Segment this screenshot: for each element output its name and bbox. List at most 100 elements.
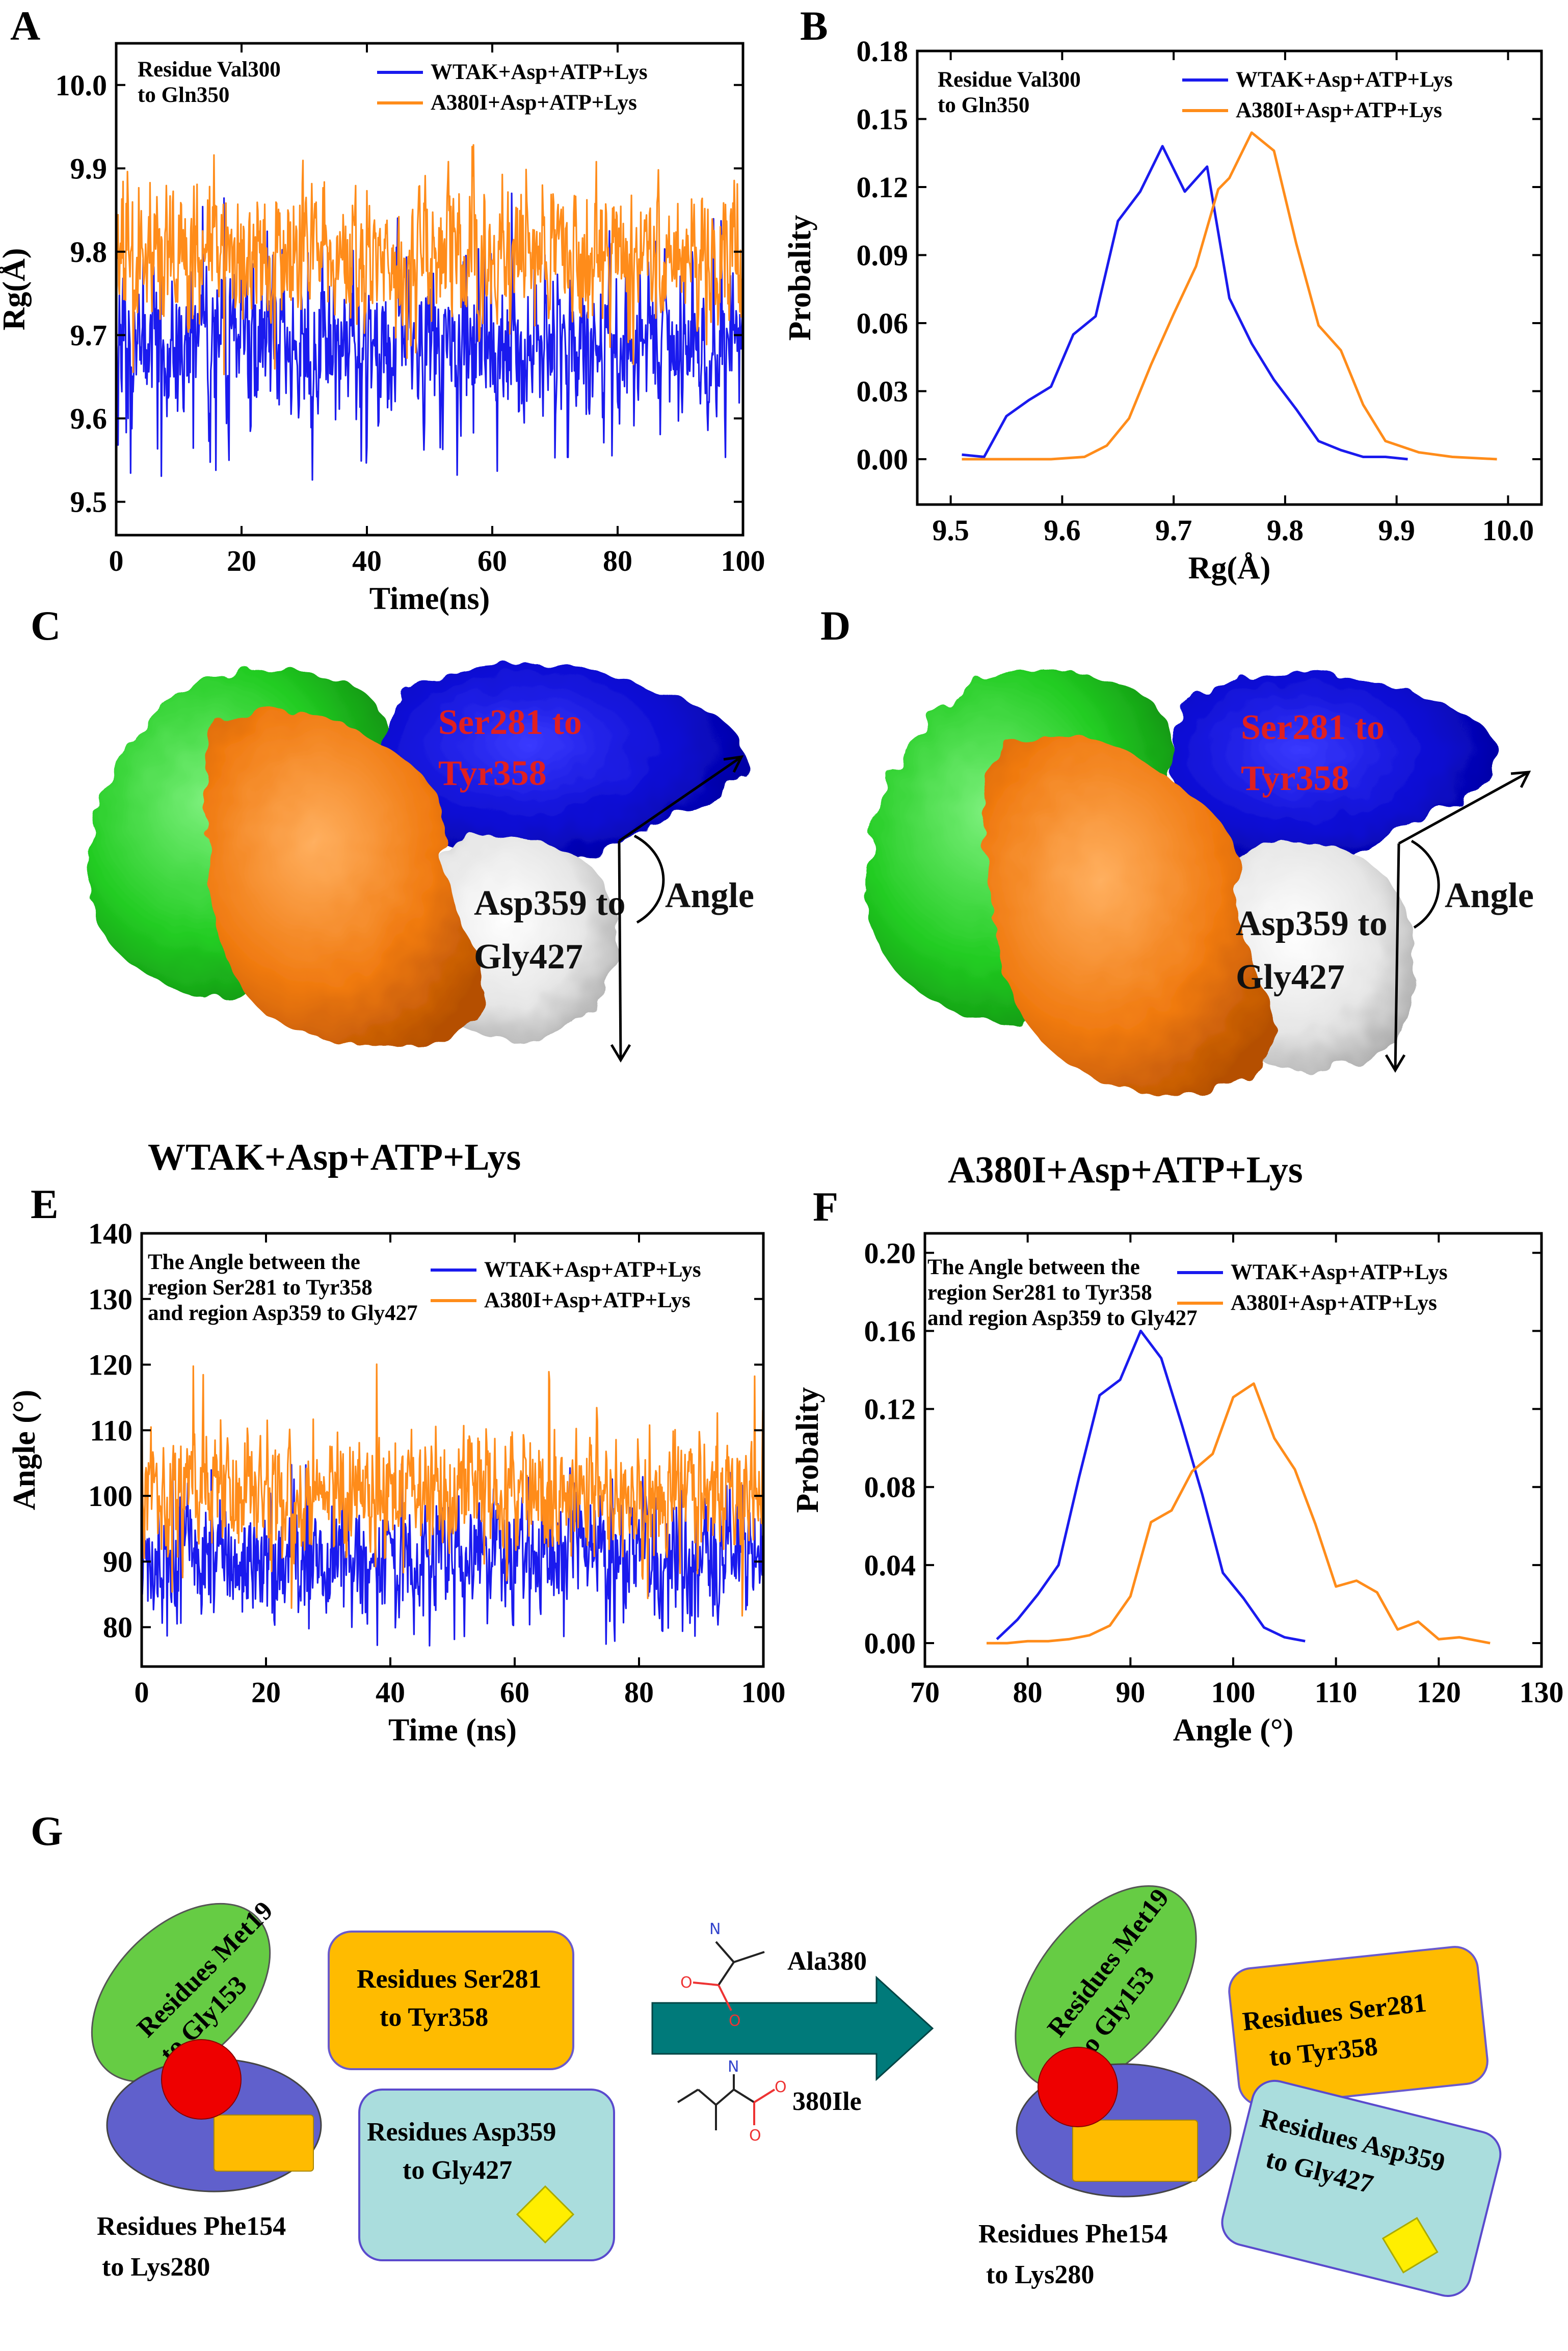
x-tick-label: 100 [741, 1676, 786, 1709]
y-tick-label: 0.00 [857, 443, 909, 476]
x-tick-label: 60 [500, 1676, 529, 1709]
annotation-line: The Angle between the [148, 1250, 360, 1274]
series-line-mut [987, 1382, 1491, 1645]
legend-label-wt: WTAK+Asp+ATP+Lys [1231, 1260, 1448, 1284]
label-asp359-c: Asp359 to [474, 884, 626, 923]
isoleucine-o1: O [775, 2078, 787, 2096]
ala380-label: Ala380 [787, 1947, 867, 1976]
series-line-mut [962, 131, 1497, 461]
label-asp359-d: Asp359 to [1236, 904, 1388, 943]
y-tick-label: 9.7 [70, 319, 108, 352]
purple-label-1: Residues Phe154 [97, 2212, 286, 2241]
plot-frame [140, 1232, 765, 1668]
y-tick-label: 120 [88, 1349, 132, 1382]
series-line-wt [962, 145, 1408, 461]
y-tick-label: 9.6 [70, 402, 108, 435]
x-tick-label: 100 [1211, 1676, 1256, 1709]
yellow-diamond [1381, 2217, 1439, 2274]
panel-letter-b: B [800, 3, 828, 49]
series-line-mut [141, 1348, 764, 1617]
x-tick-label: 20 [227, 544, 256, 577]
x-tick-label: 40 [352, 544, 382, 577]
legend-label-wt: WTAK+Asp+ATP+Lys [431, 60, 648, 84]
x-tick-label: 9.6 [1044, 514, 1081, 547]
yellow-label-1: Residues Ser281 [357, 1965, 542, 1994]
label-tyr358-d: Tyr358 [1241, 759, 1349, 798]
cyan-label-1: Residues Asp359 [367, 2118, 556, 2147]
y-tick-label: 140 [88, 1217, 132, 1250]
y-tick-label: 130 [88, 1283, 132, 1316]
chart-b: 9.5 9.6 9.7 9.8 9.9 10.0 0.00 0.03 0.06 0.09 0.12 0… [783, 35, 1543, 586]
x-tick-label: 10.0 [1482, 514, 1534, 547]
panel-letter-f: F [813, 1183, 838, 1230]
y-tick-label: 100 [88, 1480, 132, 1513]
legend-label-mut: A380I+Asp+ATP+Lys [431, 91, 637, 115]
x-tick-label: 0 [109, 544, 124, 577]
x-tick-label: 100 [721, 544, 765, 577]
blue-domain [383, 663, 746, 865]
schematic-left: Residues Met19 to Gly153 Residues Ser281… [91, 1896, 615, 2282]
angle-indicator-d [1385, 771, 1531, 1073]
y-tick-label: 110 [90, 1414, 132, 1447]
y-tick-label: 0.15 [857, 103, 909, 136]
purple-label-2: to Lys280 [102, 2253, 210, 2282]
y-tick-label: 0.04 [864, 1549, 916, 1582]
ile380-label: 380Ile [792, 2087, 862, 2116]
y-tick-label: 0.08 [864, 1471, 916, 1504]
x-axis-title: Time(ns) [369, 582, 490, 616]
y-tick-label: 9.9 [70, 152, 108, 185]
isoleucine-o2: O [749, 2127, 761, 2145]
x-axis-title: Time (ns) [388, 1713, 517, 1748]
label-tyr358-c: Tyr358 [438, 754, 547, 793]
legend-label-mut: A380I+Asp+ATP+Lys [1231, 1291, 1437, 1315]
purple-label-2: to Lys280 [986, 2260, 1094, 2289]
y-tick-label: 9.8 [70, 235, 108, 269]
x-tick-label: 80 [603, 544, 632, 577]
x-tick-label: 40 [376, 1676, 405, 1709]
label-gly427-d: Gly427 [1236, 958, 1345, 997]
orange-domain [204, 709, 485, 1046]
x-tick-label: 80 [624, 1676, 654, 1709]
annotation-line: The Angle between the [927, 1255, 1140, 1279]
annotation-line: and region Asp359 to Gly427 [148, 1301, 418, 1325]
alanine-n: N [709, 1920, 721, 1938]
green-ellipse [91, 1903, 271, 2083]
alanine-structure [693, 1941, 765, 2011]
y-tick-label: 10.0 [56, 69, 108, 102]
red-circle [161, 2039, 242, 2120]
y-axis-title: Rg(Å) [0, 248, 32, 331]
panel-letter-e: E [31, 1181, 59, 1227]
chart-f: 70 80 90 100 110 120 130 0.00 0.04 0.08 0.12 0.16 0.… [790, 1232, 1564, 1748]
angle-indicator-c [610, 755, 744, 1063]
legend-label-mut: A380I+Asp+ATP+Lys [1236, 98, 1442, 122]
mutation-arrow [651, 1975, 934, 2081]
annotation-line: Residue Val300 [938, 68, 1081, 92]
annotation-line: and region Asp359 to Gly427 [927, 1306, 1198, 1330]
purple-label-1: Residues Phe154 [978, 2220, 1167, 2249]
annotation-line: region Ser281 to Tyr358 [148, 1276, 373, 1300]
y-tick-label: 0.12 [864, 1393, 916, 1426]
caption-wt: WTAK+Asp+ATP+Lys [148, 1137, 521, 1178]
y-tick-label: 0.06 [857, 307, 909, 340]
x-tick-label: 9.5 [932, 514, 969, 547]
annotation-line: to Gln350 [938, 93, 1029, 117]
panel-letter-c: C [31, 602, 61, 649]
isoleucine-structure [677, 2074, 776, 2130]
x-axis-title: Rg(Å) [1188, 551, 1271, 586]
x-tick-label: 90 [1115, 1676, 1145, 1709]
structure-c: Ser281 to Tyr358 Asp359 to Gly427 Angle … [86, 663, 754, 1178]
x-tick-label: 130 [1520, 1676, 1564, 1709]
chart-a: 0 20 40 60 80 100 9.5 9.6 9.7 9.8 9.9 10.0 Time(ns) R… [0, 42, 765, 616]
caption-mut: A380I+Asp+ATP+Lys [948, 1149, 1303, 1191]
label-ser281-d: Ser281 to [1241, 708, 1385, 747]
panel-letter-g: G [31, 1808, 63, 1854]
cyan-label-2: to Gly427 [403, 2156, 512, 2185]
x-tick-label: 9.9 [1378, 514, 1415, 547]
y-tick-label: 0.03 [857, 375, 909, 408]
series-line-wt [996, 1329, 1306, 1643]
yellow-box [328, 1931, 574, 2070]
y-tick-label: 0.12 [857, 171, 909, 204]
blue-domain [1171, 673, 1497, 870]
schematic-g: Residues Met19 to Gly153 Residues Ser281… [91, 1884, 1502, 2297]
